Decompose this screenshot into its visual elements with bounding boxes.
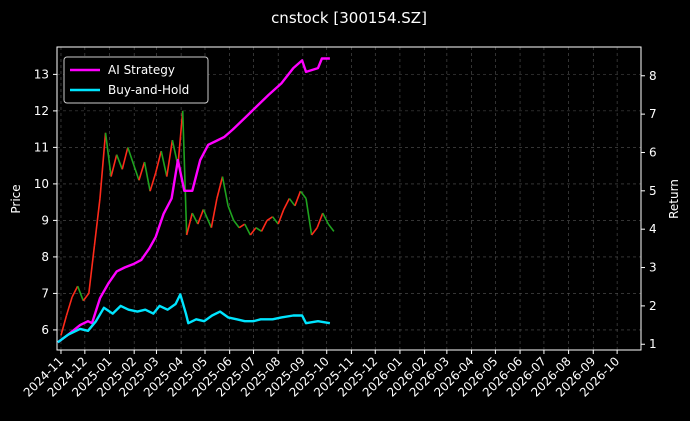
price-candle-2025-02-14	[138, 161, 146, 181]
price-candle-2025-08-08	[277, 209, 285, 225]
price-candle-2025-02-07	[127, 147, 140, 181]
price-candle-2025-09-05	[299, 190, 307, 199]
tick-label-right-4: 4	[649, 222, 657, 236]
tick-label-left-10: 10	[34, 177, 49, 191]
return-lines	[57, 57, 331, 344]
tick-label-left-12: 12	[34, 104, 49, 118]
y-axis-right-label: Return	[667, 179, 681, 219]
price-candle-2025-03-21	[166, 139, 174, 177]
price-candle-2025-09-26	[316, 212, 324, 228]
tick-label-right-6: 6	[649, 145, 657, 159]
tick-label-right-8: 8	[649, 69, 657, 83]
left-axis-ticks: 6 7 8 9 10 11 12 13	[34, 67, 57, 337]
price-candle-2025-04-29	[197, 209, 205, 225]
price-candle-2025-05-30	[221, 176, 229, 206]
price-candle-2025-06-06	[227, 205, 235, 221]
tick-label-right-2: 2	[649, 299, 657, 313]
price-candle-2025-08-15	[283, 198, 291, 210]
price-candle-2025-04-15	[185, 212, 194, 236]
legend-label-ai-strategy: AI Strategy	[108, 63, 175, 77]
price-candle-2025-07-04	[249, 227, 257, 236]
tick-label-left-9: 9	[41, 213, 49, 227]
price-candle-2025-09-12	[305, 198, 313, 236]
price-candle-2025-10-03	[322, 212, 330, 225]
tick-label-left-13: 13	[34, 67, 49, 81]
price-candle-2025-08-01	[271, 216, 279, 225]
series-line-buy-and-hold	[57, 293, 331, 344]
price-candle-2025-05-23	[216, 176, 224, 199]
tick-label-left-7: 7	[41, 286, 49, 300]
price-candle-2025-08-22	[288, 198, 296, 207]
price-candle-2025-01-24	[121, 147, 129, 170]
legend: AI Strategy Buy-and-Hold	[63, 56, 209, 104]
tick-label-right-3: 3	[649, 261, 657, 275]
price-candle-2025-07-25	[266, 216, 274, 222]
plot-frame	[56, 46, 642, 351]
price-candle-2025-04-08	[181, 110, 188, 236]
price-candle-2025-03-07	[154, 150, 163, 174]
price-candle-2024-12-20	[93, 198, 101, 247]
price-candle-2025-06-13	[232, 219, 240, 229]
series-line-ai-strategy	[57, 57, 330, 344]
tick-label-right-1: 1	[649, 337, 657, 351]
price-candle-2025-04-03	[177, 110, 184, 166]
price-candle-2025-07-11	[255, 227, 262, 233]
price-candle-2025-01-17	[115, 154, 123, 170]
price-candle-2025-04-22	[191, 212, 199, 225]
price-candle-2025-03-14	[160, 150, 168, 177]
price-candle-2024-11-08	[60, 315, 68, 336]
legend-box	[63, 56, 209, 104]
tick-label-left-8: 8	[41, 250, 49, 264]
legend-label-buy-and-hold: Buy-and-Hold	[108, 83, 189, 97]
price-candle-2025-05-09	[202, 209, 213, 229]
price-candle-2025-07-18	[260, 220, 268, 232]
price-candles	[60, 110, 335, 336]
tick-label-right-7: 7	[649, 107, 657, 121]
price-candle-2024-11-15	[65, 296, 73, 316]
tick-label-left-11: 11	[34, 140, 49, 154]
price-candle-2024-12-06	[82, 292, 90, 302]
right-axis-ticks: 1 2 3 4 5 6 7 8	[641, 69, 657, 351]
price-candle-2025-02-21	[143, 161, 151, 192]
y-axis-left-label: Price	[9, 184, 23, 213]
chart-title: cnstock [300154.SZ]	[271, 9, 427, 27]
price-candle-2024-11-22	[71, 285, 79, 298]
price-candle-2025-01-10	[110, 154, 118, 177]
price-candle-2024-12-27	[99, 132, 107, 199]
price-candle-2025-08-29	[294, 190, 302, 207]
price-candle-2025-10-10	[327, 223, 335, 232]
price-candle-2025-02-28	[149, 172, 157, 192]
price-candle-2025-09-19	[310, 227, 318, 236]
price-candle-2024-11-29	[76, 285, 85, 302]
price-candle-2024-12-13	[88, 245, 96, 294]
tick-label-left-6: 6	[41, 323, 49, 337]
price-candle-2025-06-27	[244, 223, 252, 236]
price-candle-2025-05-16	[210, 198, 218, 228]
price-candle-2025-06-20	[238, 223, 246, 229]
price-candle-2025-01-03	[104, 132, 112, 177]
tick-label-right-5: 5	[649, 184, 657, 198]
